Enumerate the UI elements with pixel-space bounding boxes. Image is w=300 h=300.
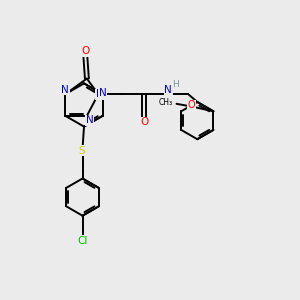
Text: N: N bbox=[96, 89, 104, 99]
Text: O: O bbox=[188, 100, 195, 110]
Text: N: N bbox=[164, 85, 172, 95]
Text: H: H bbox=[172, 80, 178, 89]
Text: N: N bbox=[61, 85, 69, 95]
Text: N: N bbox=[86, 115, 94, 125]
Text: Cl: Cl bbox=[77, 236, 88, 246]
Text: CH₃: CH₃ bbox=[159, 98, 173, 107]
Text: O: O bbox=[82, 46, 90, 56]
Text: S: S bbox=[79, 146, 85, 156]
Text: O: O bbox=[141, 117, 149, 127]
Text: N: N bbox=[99, 88, 107, 98]
